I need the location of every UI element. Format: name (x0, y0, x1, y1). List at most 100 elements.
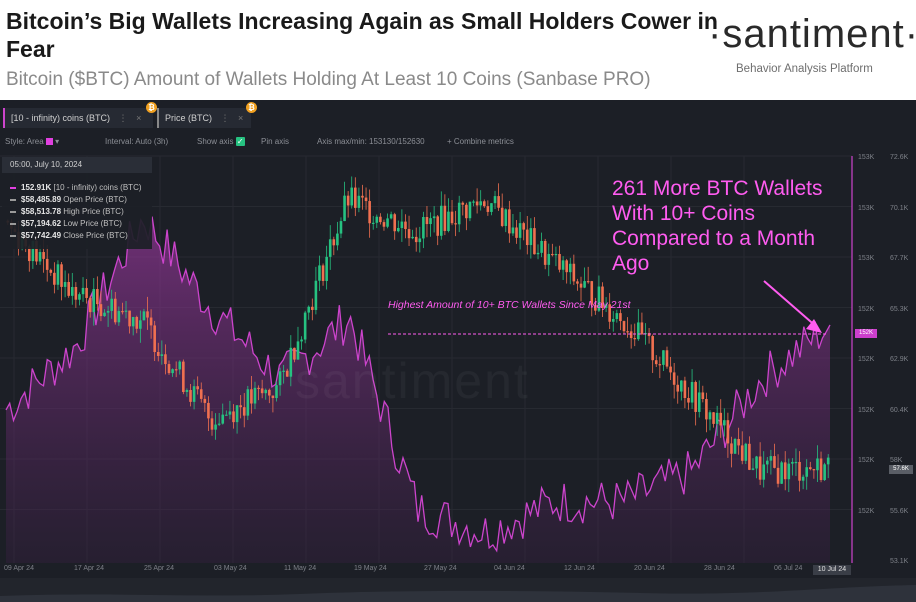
candle-body (386, 218, 389, 227)
candle-body (382, 222, 386, 227)
candle-body (758, 456, 762, 480)
candle-body (96, 289, 99, 305)
legend-row-open: $58,485.89 Open Price (BTC) (10, 194, 127, 206)
candle-body (196, 386, 199, 390)
candle-body (63, 282, 67, 287)
candle-body (113, 298, 117, 323)
candle-body (465, 204, 468, 219)
candle-body (439, 205, 443, 236)
candle-body (450, 211, 454, 224)
right-axis-tick: 53.1K (890, 558, 909, 565)
candle-body (669, 366, 672, 373)
candle-body (583, 281, 586, 288)
candle-body (701, 392, 705, 399)
candle-body (482, 201, 486, 207)
candle-body (547, 253, 551, 265)
candle-body (135, 316, 139, 329)
candle-body (461, 202, 465, 205)
candle-body (690, 382, 694, 403)
right-axis-tick: 55.6K (890, 507, 909, 515)
candle-body (529, 228, 533, 246)
color-swatch[interactable] (45, 138, 53, 146)
candle-body (637, 322, 640, 340)
close-icon[interactable]: × (136, 113, 142, 123)
current-price-badge: 57.6K (889, 465, 913, 474)
candle-body (171, 369, 174, 374)
candle-body (246, 389, 250, 416)
axis-range-control[interactable]: Axis max/min: 153130/152630 (317, 137, 425, 146)
candle-body (733, 438, 737, 454)
tab-wallet-metric[interactable]: [10 - infinity) coins (BTC) ⋮ × ₿ (3, 102, 157, 128)
left-axis-tick: 153K (858, 255, 875, 262)
candle-body (597, 286, 601, 311)
candle-body (723, 420, 726, 426)
candle-body (189, 390, 192, 402)
candle-body (812, 469, 816, 471)
candle-body (540, 240, 543, 253)
candle-body (88, 297, 92, 313)
candle-body (429, 218, 432, 225)
combine-metrics-button[interactable]: + Combine metrics (447, 137, 514, 146)
series-swatch (10, 186, 16, 189)
candle-body (708, 412, 712, 420)
candle-body (558, 253, 561, 270)
x-axis-tick: 27 May 24 (424, 565, 457, 572)
candle-body (594, 304, 597, 311)
candle-body (475, 201, 479, 206)
time-navigator[interactable] (0, 578, 916, 602)
candle-body (783, 462, 787, 480)
candle-body (325, 256, 328, 281)
candle-body (131, 316, 135, 327)
candle-body (826, 457, 830, 465)
candle-body (156, 352, 160, 356)
candle-body (780, 462, 783, 484)
right-axis-tick: 67.7K (890, 255, 909, 262)
checkbox-icon[interactable]: ✓ (235, 137, 245, 147)
candle-body (647, 333, 651, 337)
candle-body (436, 216, 440, 236)
more-icon[interactable]: ⋮ (220, 113, 230, 123)
candle-body (654, 360, 658, 365)
pin-axis-toggle[interactable]: Pin axis (261, 137, 290, 146)
series-swatch (10, 234, 16, 237)
right-axis-tick: 60.4K (890, 406, 909, 414)
annotation-main: 261 More BTC Wallets With 10+ Coins Comp… (612, 177, 823, 275)
candle-body (719, 412, 723, 426)
candle-body (99, 304, 103, 317)
candle-body (525, 229, 529, 246)
candle-body (228, 411, 232, 415)
legend-timestamp: 05:00, July 10, 2024 (2, 157, 152, 173)
more-icon[interactable]: ⋮ (118, 113, 128, 123)
candle-body (805, 467, 809, 477)
candle-body (354, 187, 357, 208)
right-axis-tick: 70.1K (890, 204, 909, 212)
candle-body (816, 458, 819, 471)
candle-body (662, 350, 665, 365)
page-title: Bitcoin’s Big Wallets Increasing Again a… (6, 8, 718, 62)
candle-body (443, 205, 447, 231)
candle-body (207, 402, 210, 419)
style-selector[interactable]: Style: Area ▾ (5, 137, 60, 146)
candle-body (296, 341, 300, 360)
tab-label: Price (BTC) (165, 113, 212, 123)
candle-body (730, 443, 733, 454)
candle-body (748, 443, 751, 470)
logo-tagline: Behavior Analysis Platform (736, 63, 873, 75)
candle-body (38, 252, 42, 262)
candle-body (307, 306, 311, 313)
bitcoin-icon: ₿ (146, 102, 157, 113)
candle-body (762, 464, 766, 480)
left-axis-tick: 152K (858, 356, 875, 363)
series-swatch (10, 210, 16, 213)
annotation-highest: Highest Amount of 10+ BTC Wallets Since … (388, 299, 631, 311)
close-icon[interactable]: × (238, 113, 244, 123)
interval-selector[interactable]: Interval: Auto (3h) (105, 137, 169, 146)
candle-body (683, 380, 687, 398)
candle-body (536, 252, 540, 255)
tab-price[interactable]: Price (BTC) ⋮ × ₿ (157, 102, 257, 128)
candle-body (92, 289, 96, 313)
candle-body (551, 253, 554, 256)
show-axis-toggle[interactable]: Show axis ✓ (197, 137, 245, 147)
candle-body (744, 443, 748, 461)
candle-body (715, 412, 719, 424)
